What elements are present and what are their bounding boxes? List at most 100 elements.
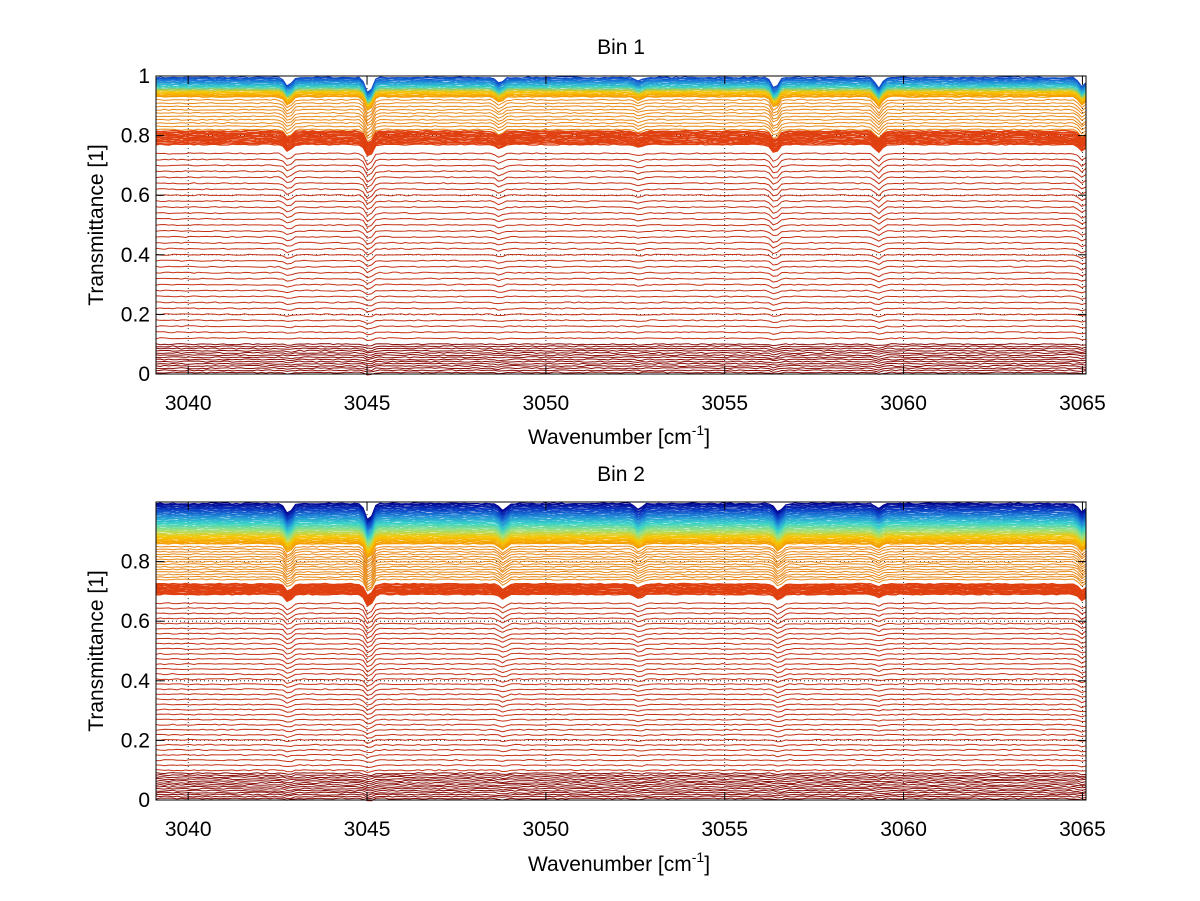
- series-line-124: [155, 775, 1087, 781]
- series-line-71: [155, 253, 1087, 262]
- x-tick-label: 3055: [701, 392, 748, 415]
- x-tick-label: 3065: [1059, 818, 1106, 841]
- series-line-27: [155, 520, 1087, 538]
- chart-panel-bin-1: Bin 1 3040 3045 3050 3055 3060 3065 0 0.2 0.4 0.6…: [85, 36, 1106, 449]
- series-line-69: [155, 568, 1087, 583]
- series-line-78: [155, 295, 1087, 301]
- x-axis-label: Wavenumber [cm-1]: [528, 849, 710, 876]
- series-line-30: [155, 98, 1087, 115]
- series-line-79: [156, 301, 1087, 307]
- series-line-89: [155, 349, 1087, 354]
- y-tick-label: 0.2: [121, 303, 150, 326]
- series-line-122: [155, 772, 1087, 777]
- series-line-66: [155, 223, 1087, 234]
- series-line-118: [155, 753, 1087, 759]
- y-tick-label: 0.8: [121, 551, 150, 574]
- series-line-63: [155, 553, 1087, 569]
- series-line-114: [155, 733, 1087, 739]
- series-line-33: [155, 108, 1087, 125]
- x-tick-label: 3065: [1059, 392, 1106, 415]
- series-line-126: [155, 779, 1087, 784]
- series-line-60: [155, 188, 1087, 200]
- series-line-85: [155, 591, 1087, 606]
- ticks: 3040 3045 3050 3055 3060 3065 0 0.2 0.4 0.6 0.8: [121, 502, 1106, 841]
- y-tick-label: 0: [138, 789, 150, 812]
- axes-frame: [155, 75, 1087, 375]
- series-line-98: [155, 369, 1087, 373]
- series-line-46: [155, 136, 1087, 150]
- y-tick-label: 0.8: [121, 125, 150, 148]
- series-line-55: [156, 158, 1087, 172]
- series-line-109: [155, 708, 1087, 715]
- series-line-96: [156, 642, 1087, 654]
- series-line-53: [155, 538, 1087, 555]
- series-line-82: [155, 319, 1087, 325]
- series-line-121: [155, 769, 1087, 774]
- series-line-95: [155, 637, 1087, 649]
- series-line-75: [155, 277, 1087, 285]
- series-line-62: [155, 550, 1087, 567]
- series-line-61: [155, 548, 1087, 564]
- series-line-115: [155, 738, 1087, 745]
- y-tick-label: 0: [138, 363, 150, 386]
- y-axis-label: Transmittance [1]: [85, 570, 108, 731]
- series-line-54: [155, 152, 1087, 166]
- series-line-102: [155, 672, 1087, 682]
- series-line-130: [155, 787, 1087, 792]
- series-line-93: [155, 627, 1087, 639]
- series-line-99: [155, 657, 1087, 668]
- series-line-87: [156, 345, 1087, 350]
- series-line-69: [155, 241, 1087, 251]
- series-line-66: [155, 560, 1087, 577]
- series-line-94: [155, 360, 1087, 365]
- series-line-45: [155, 533, 1087, 550]
- series-line-24: [155, 92, 1087, 109]
- chart-panel-bin-2: Bin 2 3040 3045 3050 3055 3060 3065 0 0.2 0.4 0.6…: [85, 463, 1106, 876]
- series-line-45: [155, 135, 1087, 150]
- series-line-117: [155, 748, 1087, 754]
- series-line-72: [155, 575, 1087, 590]
- series-line-34: [155, 111, 1087, 127]
- series-line-107: [155, 698, 1087, 706]
- series-line-68: [155, 235, 1087, 245]
- series-line-73: [155, 265, 1087, 274]
- series-line-35: [155, 115, 1087, 131]
- series-line-15: [155, 512, 1087, 531]
- series-line-32: [155, 105, 1087, 122]
- ticks: 3040 3045 3050 3055 3060 3065 0 0.2 0.4 0.6 0.8 1: [121, 65, 1106, 415]
- series-line-31: [155, 102, 1087, 118]
- series-line-67: [155, 229, 1087, 239]
- series-line-76: [155, 283, 1087, 290]
- y-tick-label: 1: [138, 65, 150, 88]
- x-tick-label: 3040: [165, 818, 212, 841]
- series-line-128: [155, 783, 1086, 789]
- series-line-131: [155, 789, 1087, 794]
- series-line-74: [155, 271, 1087, 279]
- series-line-134: [155, 795, 1087, 800]
- series-line-42: [156, 530, 1087, 548]
- series-line-50: [155, 140, 1087, 155]
- series-line-86: [155, 343, 1087, 347]
- series-line-59: [155, 542, 1087, 559]
- axes-frame: [155, 501, 1087, 801]
- series-line-120: [155, 764, 1087, 769]
- series-line-113: [155, 728, 1087, 735]
- x-tick-label: 3060: [880, 818, 927, 841]
- series-line-119: [156, 758, 1087, 763]
- series-line-81: [155, 313, 1087, 318]
- series-line-59: [155, 182, 1087, 194]
- x-tick-label: 3050: [523, 818, 570, 841]
- series-line-70: [155, 247, 1087, 256]
- x-tick-label: 3045: [344, 392, 391, 415]
- chart-title: Bin 2: [597, 463, 645, 486]
- series-line-52: [155, 142, 1087, 157]
- series-line-97: [156, 647, 1087, 658]
- series-line-65: [155, 217, 1087, 228]
- series-line-92: [155, 356, 1087, 361]
- series-line-23: [155, 518, 1087, 536]
- series-line-77: [155, 289, 1087, 296]
- series-line-73: [155, 578, 1087, 592]
- series-line-127: [155, 781, 1087, 787]
